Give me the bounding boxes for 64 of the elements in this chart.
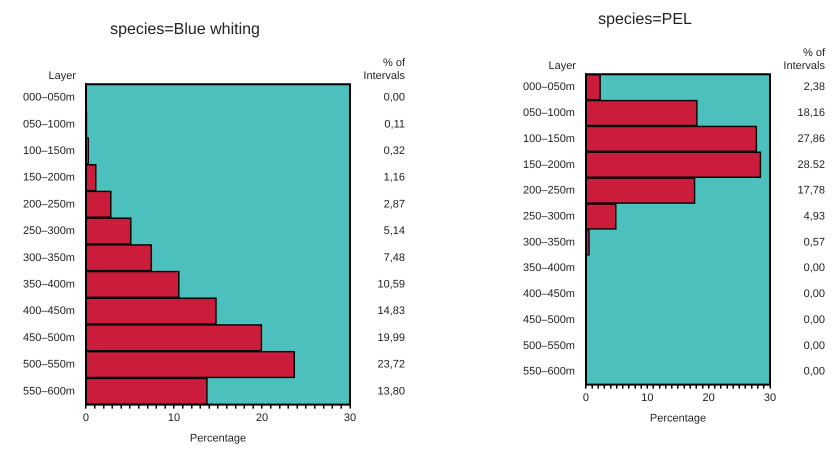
y-tick-label: 100–150m (522, 132, 575, 145)
data-label: 0,00 (804, 262, 825, 274)
x-tick-label: 10 (168, 412, 180, 424)
y-tick-label: 150–200m (522, 158, 575, 171)
data-label: 1,16 (384, 172, 405, 184)
data-label: 0,11 (384, 118, 405, 130)
y-tick-label: 000–050m (22, 92, 75, 104)
data-label: 4,93 (804, 210, 825, 222)
data-label: 0,00 (384, 92, 405, 104)
x-tick-label: 10 (641, 392, 654, 404)
data-label: 28.52 (797, 158, 825, 171)
y-tick-label: 400–450m (522, 288, 575, 300)
y-tick-label: 350–400m (522, 262, 575, 274)
y-tick-label: 450–500m (22, 332, 75, 344)
data-label: 0,00 (804, 366, 825, 378)
data-label: 19,99 (377, 332, 405, 344)
x-axis-title: Percentage (190, 432, 246, 444)
data-label: 0,00 (804, 288, 825, 300)
x-tick-label: 30 (764, 392, 776, 404)
y-tick-label: 300–350m (22, 252, 75, 264)
data-label: 18,16 (797, 107, 825, 120)
data-label: 10,59 (377, 278, 405, 290)
y-tick-label: 400–450m (22, 305, 75, 318)
data-label: 0,00 (804, 314, 825, 326)
y-tick-label: 250–300m (522, 210, 575, 222)
y-tick-label: 200–250m (522, 184, 575, 197)
y-tick-label: 500–550m (22, 358, 75, 371)
data-label: 17,78 (797, 184, 825, 197)
chart-title: species=PEL (598, 11, 692, 28)
data-label: 14,83 (377, 305, 405, 318)
data-label: 23,72 (377, 358, 405, 371)
y-tick-label: 550–600m (22, 385, 75, 398)
y-tick-label: 050–100m (22, 118, 75, 130)
x-tick-label: 20 (256, 412, 268, 424)
y-tick-label: 250–300m (22, 225, 75, 238)
x-tick-label: 20 (702, 392, 715, 404)
y-axis-title: Layer (548, 60, 576, 72)
data-label: 7,48 (384, 252, 405, 264)
data-label: 27,86 (797, 132, 825, 145)
data-label: 13,80 (377, 385, 405, 398)
y-tick-label: 550–600m (522, 366, 575, 378)
x-tick-label: 30 (344, 412, 356, 424)
data-label: 0,57 (804, 236, 825, 248)
data-label: 0,00 (804, 340, 825, 352)
data-label: 5,14 (384, 225, 405, 238)
text: % of Intervals (783, 47, 826, 72)
y-tick-label: 050–100m (522, 107, 575, 120)
data-label: 0,32 (384, 144, 405, 157)
chart-title: species=Blue whiting (110, 21, 260, 38)
y-axis-title: Layer (48, 70, 76, 82)
x-tick-label: 0 (582, 392, 590, 404)
data-label: 2,87 (384, 198, 405, 210)
y-tick-label: 500–550m (522, 340, 575, 352)
text: % of Intervals (363, 57, 406, 82)
x-tick-label: 0 (82, 412, 90, 424)
y-tick-label: 450–500m (522, 314, 575, 326)
y-tick-label: 150–200m (22, 172, 75, 184)
x-axis-title: Percentage (650, 412, 706, 424)
y-tick-label: 350–400m (22, 278, 75, 290)
y-tick-label: 300–350m (522, 236, 575, 248)
y-tick-label: 200–250m (22, 198, 75, 210)
y-tick-label: 000–050m (522, 81, 575, 94)
y-tick-label: 100–150m (22, 144, 75, 157)
data-label: 2,38 (804, 81, 825, 94)
